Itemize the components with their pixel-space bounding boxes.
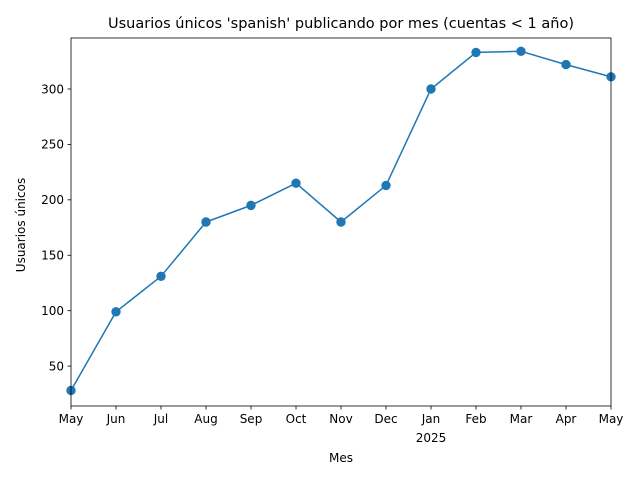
y-tick-label: 100 bbox=[41, 304, 64, 318]
series-layer bbox=[66, 46, 616, 396]
x-tick-label: Feb bbox=[465, 412, 486, 426]
x-tick-label: Dec bbox=[374, 412, 397, 426]
y-tick-label: 250 bbox=[41, 138, 64, 152]
x-tick-label: Nov bbox=[329, 412, 352, 426]
x-tick-label: Jul bbox=[153, 412, 168, 426]
x-tick-label: Jan bbox=[421, 412, 441, 426]
x-tick-label: Oct bbox=[286, 412, 307, 426]
x-tick-label: Sep bbox=[240, 412, 263, 426]
data-point-marker bbox=[156, 271, 166, 282]
x-axis-label: Mes bbox=[329, 451, 353, 465]
y-tick-label: 300 bbox=[41, 82, 64, 96]
x-tick-label: Jun bbox=[106, 412, 126, 426]
y-tick-label: 50 bbox=[49, 359, 64, 373]
y-tick-label: 150 bbox=[41, 249, 64, 263]
data-point-marker bbox=[111, 307, 121, 317]
data-point-marker bbox=[246, 200, 256, 211]
y-axis-label: Usuarios únicos bbox=[14, 178, 28, 272]
x-axis-ticks: May Jun Jul Aug Sep Oct Nov Dec Jan 2025 Feb Mar Apr… bbox=[59, 406, 624, 445]
data-point-marker bbox=[426, 84, 436, 94]
y-axis-ticks: 50 100 150 200 250 300 bbox=[41, 82, 71, 373]
x-tick-label: May bbox=[599, 412, 624, 426]
plot-frame bbox=[70, 37, 612, 407]
x-tick-label: May bbox=[59, 412, 84, 426]
data-point-marker bbox=[516, 46, 526, 57]
y-tick-label: 200 bbox=[41, 193, 64, 207]
x-tick-label: Aug bbox=[194, 412, 217, 426]
x-tick-label: Apr bbox=[556, 412, 577, 426]
data-point-marker bbox=[201, 217, 211, 227]
data-point-marker bbox=[561, 59, 571, 70]
data-point-marker bbox=[291, 178, 301, 188]
data-point-marker bbox=[471, 47, 481, 58]
data-point-marker bbox=[381, 180, 391, 191]
data-point-marker bbox=[336, 217, 346, 227]
x-tick-sublabel: 2025 bbox=[416, 431, 447, 445]
x-tick-label: Mar bbox=[510, 412, 533, 426]
chart-title: Usuarios únicos 'spanish' publicando por… bbox=[108, 16, 574, 32]
